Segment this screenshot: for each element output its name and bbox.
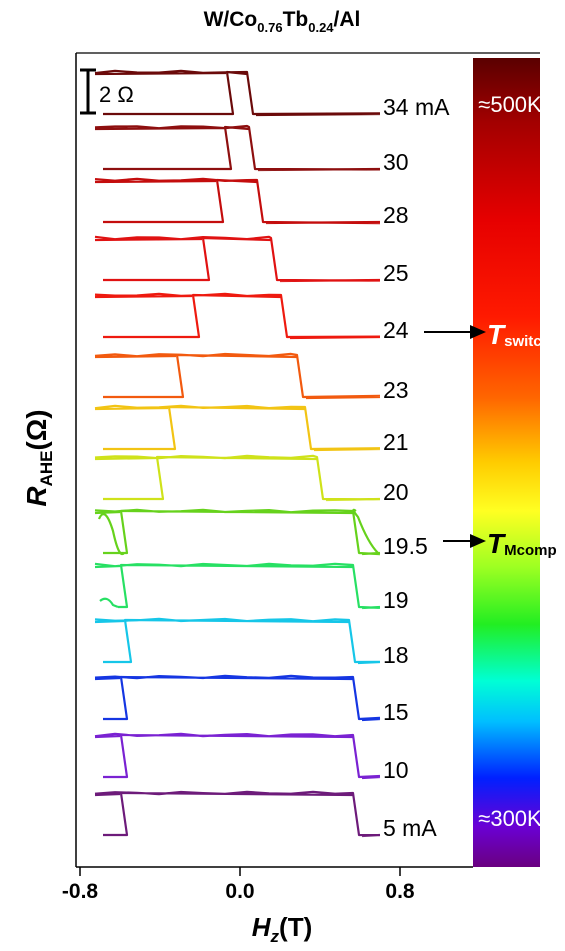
hysteresis-loop [94,124,381,172]
tmcomp-label: TMcomp [487,528,557,559]
hysteresis-loop [94,292,381,340]
series-label: 10 [383,757,409,783]
series-label: 34 mA [383,94,450,120]
series-label: 15 [383,699,409,725]
series-label: 5 mA [383,815,437,841]
series-label: 20 [383,479,409,505]
series-label: 28 [383,202,409,228]
tmcomp-arrowhead [470,534,486,548]
scale-bar-label: 2 Ω [99,82,134,107]
scale-bar: 2 Ω [80,68,134,115]
hysteresis-loop [94,404,381,452]
hysteresis-loop [94,508,381,556]
hysteresis-loop [94,177,381,225]
colorbar-top-label: ≈500K [478,92,542,117]
colorbar-bottom-label: ≈300K [478,806,542,831]
series-label: 30 [383,149,409,175]
colorbar [473,58,540,867]
hysteresis-loop [94,352,381,400]
x-tick-label: 0.8 [385,880,415,903]
series-label: 18 [383,642,409,668]
hysteresis-loop [94,790,381,838]
series-label: 24 [383,317,409,343]
series-label: 23 [383,377,409,403]
hysteresis-loop [94,617,381,665]
series-label: 19.5 [383,533,428,559]
loop-tail [97,508,379,556]
x-ticks: -0.8 0.0 0.8 [62,867,415,903]
hysteresis-loop [94,69,381,117]
hysteresis-loop [94,562,381,610]
x-tick-label: -0.8 [62,880,99,903]
hysteresis-loop [94,235,381,283]
tswitch-label: Tswitch [487,319,551,350]
hysteresis-loop [94,732,381,780]
hysteresis-loop [94,674,381,722]
chart-title: W/Co0.76Tb0.24/Al [204,8,361,35]
series-label: 19 [383,587,409,613]
hysteresis-loop [94,454,381,502]
loop-tail [99,597,119,609]
tswitch-arrowhead [470,325,486,339]
tmcomp-annotation: TMcomp [443,528,557,559]
y-axis-label: RAHE(Ω) [21,409,56,506]
tswitch-annotation: Tswitch [424,319,551,350]
x-tick-label: 0.0 [225,880,254,903]
series-label: 25 [383,260,409,286]
hysteresis-curves: 34 mA 30 28 25 24 23 21 20 19.5 19 18 15 10 5 mA [94,69,450,841]
series-label: 21 [383,429,409,455]
x-axis-label: Hz(T) [252,912,312,946]
